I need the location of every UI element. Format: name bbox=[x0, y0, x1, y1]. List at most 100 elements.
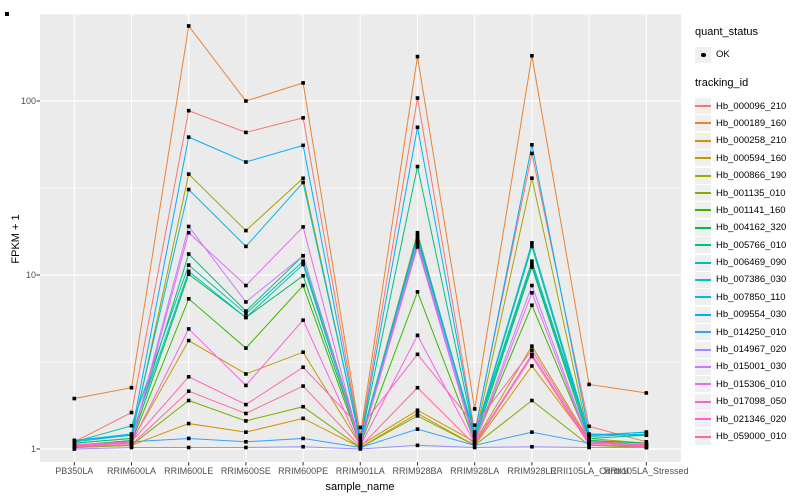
stray-point-artifact bbox=[5, 12, 9, 16]
data-point bbox=[301, 253, 305, 258]
legend-entry-label: Hb_007386_030 bbox=[716, 274, 787, 286]
legend-line-swatch bbox=[695, 313, 711, 316]
data-point bbox=[186, 252, 191, 256]
legend-entry-label: Hb_000594_160 bbox=[716, 152, 787, 164]
data-point bbox=[244, 411, 248, 416]
data-point bbox=[186, 445, 191, 450]
data-point bbox=[72, 444, 77, 449]
data-point bbox=[186, 172, 191, 176]
data-point bbox=[186, 263, 191, 267]
legend-entry-Hb_014967_020: Hb_014967_020 bbox=[695, 341, 800, 358]
legend-line-swatch bbox=[695, 122, 711, 125]
data-point bbox=[244, 372, 248, 376]
data-point bbox=[301, 116, 305, 120]
data-point bbox=[415, 125, 420, 130]
legend-entry-label: Hb_014967_020 bbox=[716, 344, 787, 356]
data-point bbox=[186, 436, 191, 441]
data-point bbox=[186, 187, 191, 192]
legend-quant-status-block: quant_status OK bbox=[695, 26, 800, 63]
legend-entry-Hb_009554_030: Hb_009554_030 bbox=[695, 306, 800, 323]
data-point bbox=[186, 389, 191, 393]
data-point bbox=[72, 442, 77, 447]
legend-line-swatch bbox=[695, 261, 711, 264]
data-point bbox=[129, 439, 134, 444]
data-point bbox=[644, 391, 649, 395]
data-point bbox=[530, 262, 534, 267]
legend-entry-Hb_000096_210: Hb_000096_210 bbox=[695, 97, 800, 115]
data-point bbox=[530, 303, 534, 308]
legend-line-swatch bbox=[695, 331, 711, 334]
legend-key-icon bbox=[695, 237, 711, 254]
legend-key-icon bbox=[695, 306, 711, 323]
data-point bbox=[415, 96, 420, 100]
data-point bbox=[186, 296, 191, 301]
x-tick-label: RRIM600LE bbox=[164, 466, 214, 476]
legend-line-swatch bbox=[695, 174, 711, 177]
data-point bbox=[186, 327, 191, 331]
legend-ok-label: OK bbox=[716, 49, 730, 61]
x-tick-label: RRIM600SE bbox=[220, 466, 271, 476]
legend-key-icon bbox=[695, 376, 711, 393]
x-axis-title: sample_name bbox=[325, 481, 395, 493]
data-point bbox=[244, 383, 248, 388]
legend-entry-label: Hb_021346_020 bbox=[716, 413, 787, 425]
data-point bbox=[301, 436, 305, 441]
legend-entry-label: Hb_059000_010 bbox=[716, 431, 787, 442]
data-point bbox=[415, 443, 420, 448]
legend-tracking-title: tracking_id bbox=[695, 77, 749, 90]
x-tick-label: RRIM928BA bbox=[392, 466, 443, 476]
legend-line-swatch bbox=[695, 365, 711, 368]
data-point bbox=[129, 445, 134, 450]
legend-entry-label: Hb_004162_320 bbox=[716, 222, 787, 234]
x-tick-label: PB350LA bbox=[55, 466, 94, 476]
data-point bbox=[358, 425, 363, 430]
data-point bbox=[244, 130, 248, 135]
data-point bbox=[244, 315, 248, 320]
data-point bbox=[472, 436, 477, 441]
data-point bbox=[587, 442, 591, 447]
legend-key-icon bbox=[695, 271, 711, 288]
legend-line-swatch bbox=[695, 383, 711, 386]
data-point bbox=[129, 385, 134, 390]
legend-key-icon bbox=[695, 98, 711, 115]
legend-line-swatch bbox=[695, 400, 711, 403]
data-point bbox=[301, 416, 305, 421]
data-point bbox=[186, 338, 191, 343]
data-point bbox=[415, 245, 420, 249]
data-point bbox=[186, 272, 191, 277]
legend-line-swatch bbox=[695, 435, 711, 438]
data-point bbox=[472, 423, 477, 428]
data-point bbox=[530, 430, 534, 434]
data-point bbox=[301, 262, 305, 267]
data-point bbox=[72, 438, 77, 443]
legend-key-icon bbox=[695, 167, 711, 184]
legend-line-swatch bbox=[695, 139, 711, 142]
legend-entry-Hb_007386_030: Hb_007386_030 bbox=[695, 271, 800, 288]
legend-line-swatch bbox=[695, 278, 711, 281]
data-point bbox=[472, 442, 477, 447]
ok-point-icon bbox=[701, 52, 706, 58]
data-point bbox=[244, 300, 248, 304]
data-point bbox=[186, 398, 191, 403]
legend-entry-Hb_014250_010: Hb_014250_010 bbox=[695, 323, 800, 341]
data-point bbox=[244, 311, 248, 316]
x-tick-label: RRIM600LA bbox=[106, 466, 157, 476]
data-point bbox=[415, 385, 420, 390]
legend-key-icon bbox=[695, 115, 711, 132]
data-point bbox=[530, 241, 534, 245]
data-point bbox=[186, 135, 191, 139]
data-point bbox=[644, 433, 649, 438]
data-point bbox=[587, 432, 591, 436]
data-point bbox=[72, 447, 77, 451]
legend-entry-Hb_015306_010: Hb_015306_010 bbox=[695, 376, 800, 393]
legend-entry-Hb_017098_050: Hb_017098_050 bbox=[695, 393, 800, 410]
legend-entry-label: Hb_015306_010 bbox=[716, 378, 787, 390]
data-point bbox=[244, 160, 248, 164]
legend-entry-label: Hb_014250_010 bbox=[716, 326, 787, 338]
legend-key-icon bbox=[695, 341, 711, 358]
data-point bbox=[530, 259, 534, 264]
data-point bbox=[244, 309, 248, 313]
data-point bbox=[587, 436, 591, 441]
data-point bbox=[415, 235, 420, 239]
